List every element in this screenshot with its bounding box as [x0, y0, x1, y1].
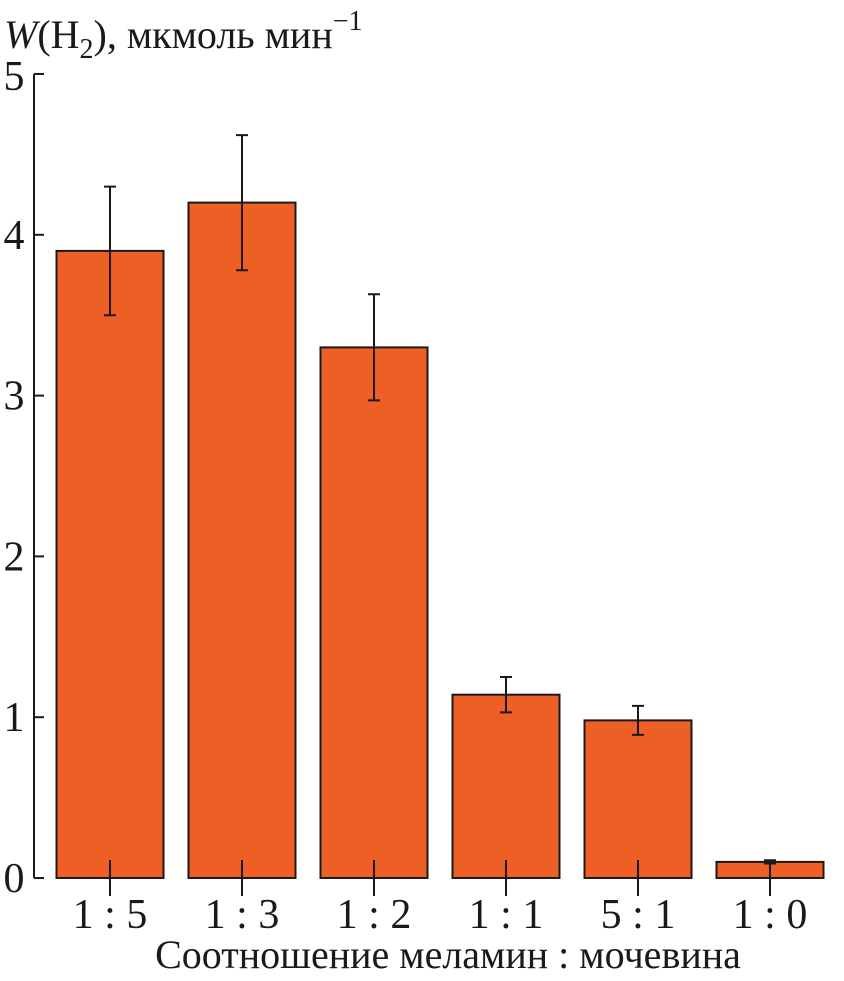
error-bar-3	[368, 293, 380, 402]
error-bar-1	[104, 185, 116, 317]
y-axis-label-symbol: W	[4, 12, 41, 57]
error-bar-2	[236, 134, 248, 272]
y-axis-label-close: ), мкмоль мин	[94, 12, 333, 57]
y-axis-label: W(H2), мкмоль мин−1	[4, 6, 363, 65]
bar-3	[319, 346, 429, 879]
y-axis-label-open: (H	[37, 12, 79, 57]
y-tick-label-3: 3	[4, 374, 25, 420]
y-axis-label-subscript: 2	[80, 34, 94, 65]
bar-2	[187, 201, 297, 880]
error-bar-5	[632, 704, 644, 736]
plot-area: 0 1 2 3 4 5 1 : 5 1 : 3 1 : 2 1 : 1 5 : 1 1 : 0	[4, 54, 825, 938]
x-axis-label: Соотношение меламин : мочевина	[155, 932, 741, 977]
x-tick-label-6: 1 : 0	[733, 892, 808, 938]
bar-5	[583, 719, 693, 880]
y-tick-label-5: 5	[4, 54, 25, 100]
error-bar-4	[500, 676, 512, 714]
x-tick-label-2: 1 : 3	[205, 892, 280, 938]
y-tick-label-1: 1	[4, 695, 25, 741]
y-tick-label-2: 2	[4, 534, 25, 580]
y-tick-label-4: 4	[4, 213, 25, 259]
y-axis-label-superscript: −1	[333, 6, 363, 37]
bar-4	[451, 693, 561, 880]
x-tick-label-3: 1 : 2	[337, 892, 412, 938]
x-tick-label-4: 1 : 1	[469, 892, 544, 938]
bar-1	[55, 249, 165, 879]
x-tick-label-1: 1 : 5	[73, 892, 148, 938]
x-tick-label-5: 5 : 1	[601, 892, 676, 938]
y-tick-label-0: 0	[4, 856, 25, 902]
